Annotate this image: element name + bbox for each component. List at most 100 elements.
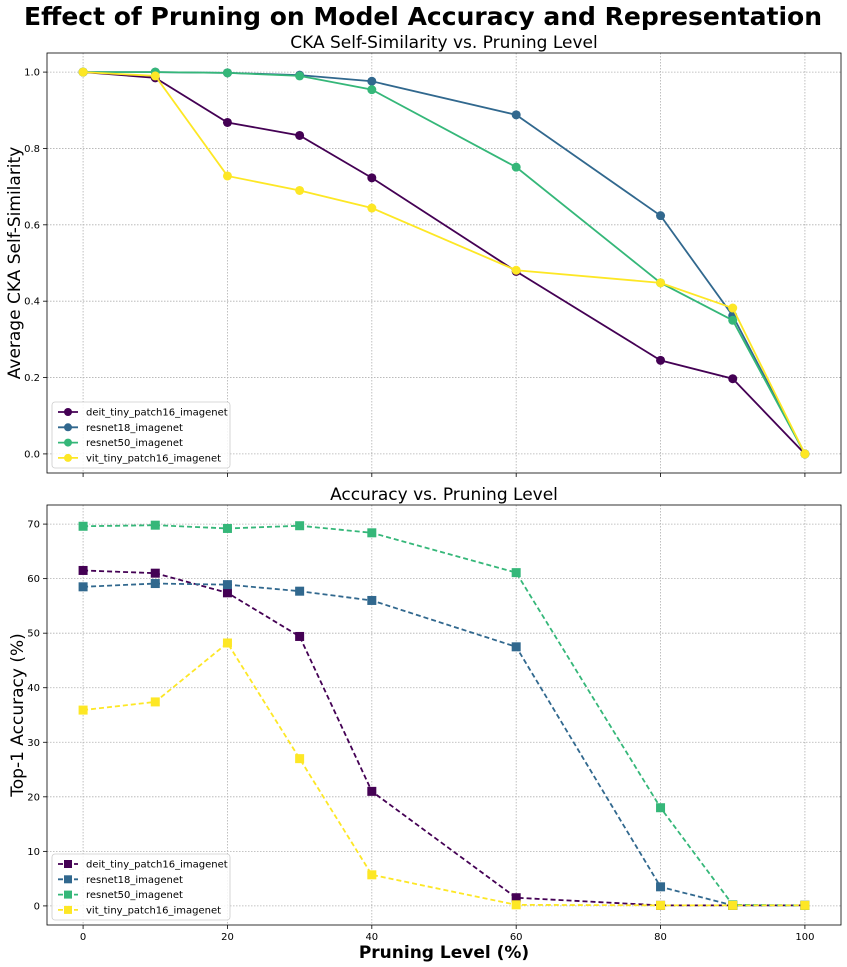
y-tick-label: 0.8: [24, 144, 40, 155]
data-point-vit_tiny_patch16_imagenet: [511, 900, 521, 910]
y-tick-label: 1.0: [24, 68, 40, 79]
data-point-deit_tiny_patch16_imagenet: [222, 117, 232, 127]
legend-label: resnet50_imagenet: [86, 438, 183, 449]
data-point-resnet50_imagenet: [367, 85, 377, 95]
data-point-resnet18_imagenet: [511, 642, 521, 652]
legend-marker: [64, 860, 72, 868]
y-tick-label: 10: [27, 847, 40, 858]
plot-frame: [46, 52, 842, 474]
legend: deit_tiny_patch16_imagenet resnet18_image…: [51, 401, 231, 469]
x-tick-label: 0: [80, 932, 86, 943]
data-point-resnet50_imagenet: [295, 521, 305, 531]
data-point-vit_tiny_patch16_imagenet: [295, 754, 305, 764]
data-point-resnet50_imagenet: [511, 568, 521, 578]
data-point-vit_tiny_patch16_imagenet: [150, 697, 160, 707]
data-point-deit_tiny_patch16_imagenet: [367, 173, 377, 183]
legend-label: vit_tiny_patch16_imagenet: [86, 905, 221, 916]
data-point-resnet18_imagenet: [367, 595, 377, 605]
data-point-resnet50_imagenet: [222, 523, 232, 533]
legend-marker: [64, 408, 72, 416]
data-point-vit_tiny_patch16_imagenet: [656, 900, 666, 910]
data-point-vit_tiny_patch16_imagenet: [222, 638, 232, 648]
data-point-deit_tiny_patch16_imagenet: [728, 374, 738, 384]
data-point-resnet18_imagenet: [222, 580, 232, 590]
data-point-vit_tiny_patch16_imagenet: [78, 705, 88, 715]
data-point-deit_tiny_patch16_imagenet: [78, 565, 88, 575]
x-tick-label: 100: [795, 932, 814, 943]
y-tick-label: 0.4: [24, 297, 40, 308]
data-point-vit_tiny_patch16_imagenet: [78, 67, 88, 77]
legend-label: deit_tiny_patch16_imagenet: [86, 408, 228, 419]
data-point-vit_tiny_patch16_imagenet: [511, 265, 521, 275]
data-point-resnet50_imagenet: [511, 162, 521, 172]
data-point-resnet50_imagenet: [222, 68, 232, 78]
data-point-resnet18_imagenet: [78, 582, 88, 592]
data-point-resnet50_imagenet: [728, 315, 738, 325]
series-line-resnet50_imagenet: [83, 71, 806, 455]
data-point-resnet50_imagenet: [656, 803, 666, 813]
data-point-resnet50_imagenet: [367, 528, 377, 538]
data-point-vit_tiny_patch16_imagenet: [295, 185, 305, 195]
data-point-vit_tiny_patch16_imagenet: [728, 303, 738, 313]
data-point-deit_tiny_patch16_imagenet: [150, 568, 160, 578]
data-point-resnet50_imagenet: [295, 71, 305, 81]
legend-label: resnet50_imagenet: [86, 890, 183, 901]
legend-box: [51, 853, 231, 921]
data-point-vit_tiny_patch16_imagenet: [656, 278, 666, 288]
data-point-deit_tiny_patch16_imagenet: [295, 130, 305, 140]
legend-marker: [64, 875, 72, 884]
data-point-vit_tiny_patch16_imagenet: [367, 870, 377, 880]
data-point-vit_tiny_patch16_imagenet: [222, 171, 232, 181]
figure-suptitle: Effect of Pruning on Model Accuracy and …: [24, 2, 822, 31]
data-point-resnet18_imagenet: [295, 586, 305, 596]
legend-marker: [64, 890, 72, 899]
data-point-resnet50_imagenet: [78, 521, 88, 531]
y-tick-label: 30: [27, 738, 40, 749]
data-point-deit_tiny_patch16_imagenet: [222, 588, 232, 598]
legend-box: [51, 401, 231, 469]
data-point-vit_tiny_patch16_imagenet: [367, 203, 377, 213]
data-point-vit_tiny_patch16_imagenet: [800, 449, 810, 459]
legend-label: resnet18_imagenet: [86, 423, 183, 434]
cka-panel: CKA Self-Similarity vs. Pruning Level Ave…: [5, 33, 842, 477]
data-point-vit_tiny_patch16_imagenet: [150, 71, 160, 81]
y-tick-label: 60: [27, 574, 40, 585]
data-point-vit_tiny_patch16_imagenet: [728, 900, 738, 910]
y-tick-label: 40: [27, 683, 40, 694]
y-tick-label: 20: [27, 792, 40, 803]
legend-marker: [64, 905, 72, 914]
data-point-deit_tiny_patch16_imagenet: [511, 893, 521, 903]
x-tick-label: 60: [510, 932, 523, 943]
data-point-vit_tiny_patch16_imagenet: [800, 900, 810, 910]
panel-title: Accuracy vs. Pruning Level: [330, 485, 558, 505]
legend-label: vit_tiny_patch16_imagenet: [86, 453, 221, 464]
data-point-deit_tiny_patch16_imagenet: [295, 631, 305, 641]
data-point-resnet18_imagenet: [367, 76, 377, 86]
legend-marker: [64, 438, 72, 447]
data-point-resnet50_imagenet: [150, 520, 160, 530]
legend-label: deit_tiny_patch16_imagenet: [86, 860, 228, 871]
legend: deit_tiny_patch16_imagenet resnet18_image…: [51, 853, 231, 921]
y-axis-label: Top-1 Accuracy (%): [8, 633, 28, 797]
legend-label: resnet18_imagenet: [86, 875, 183, 886]
data-point-deit_tiny_patch16_imagenet: [367, 786, 377, 796]
data-point-resnet18_imagenet: [511, 110, 521, 120]
data-point-resnet18_imagenet: [656, 211, 666, 221]
y-tick-label: 0.6: [24, 220, 40, 231]
accuracy-panel: Accuracy vs. Pruning Level Top-1 Accuracy…: [8, 485, 842, 943]
y-tick-label: 0.2: [24, 373, 40, 384]
y-tick-label: 0.0: [24, 449, 40, 460]
y-axis-label: Average CKA Self-Similarity: [5, 147, 25, 380]
data-point-deit_tiny_patch16_imagenet: [656, 355, 666, 365]
series-line-resnet50_imagenet: [83, 524, 805, 907]
x-axis-label: Pruning Level (%): [359, 943, 529, 963]
x-tick-label: 20: [221, 932, 234, 943]
y-tick-label: 0: [34, 901, 40, 912]
y-tick-label: 70: [27, 520, 40, 531]
panel-title: CKA Self-Similarity vs. Pruning Level: [290, 33, 597, 53]
x-tick-label: 40: [365, 932, 378, 943]
data-point-resnet18_imagenet: [150, 579, 160, 589]
legend-marker: [64, 423, 72, 432]
plot-frame: [46, 504, 842, 926]
